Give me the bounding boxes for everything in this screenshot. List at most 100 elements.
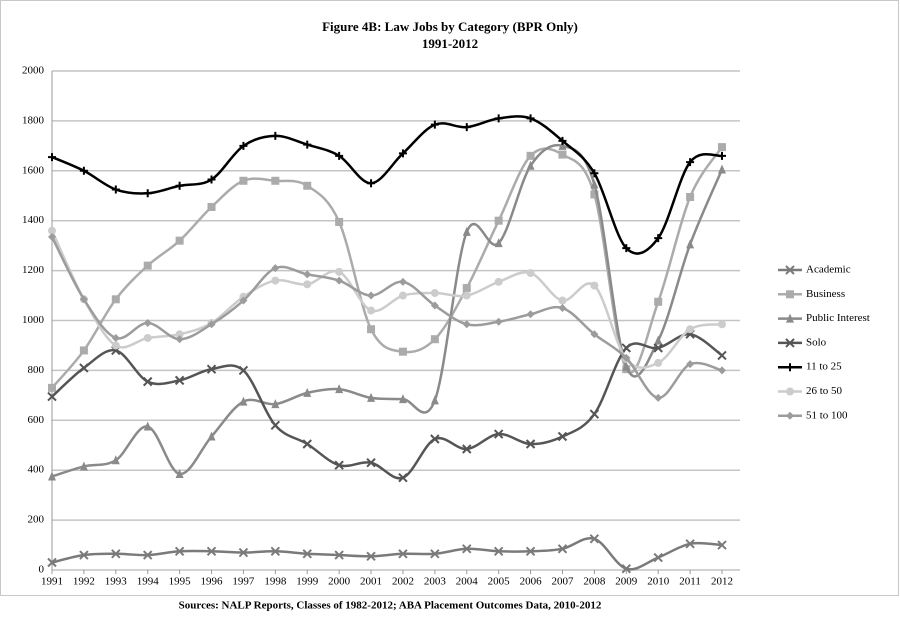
data-point <box>462 226 471 236</box>
data-point <box>366 458 376 468</box>
x-tick-label: 1998 <box>264 576 287 588</box>
data-point <box>525 546 536 556</box>
data-point <box>335 384 344 394</box>
legend-label: Public Interest <box>806 312 870 324</box>
series-line <box>51 332 723 480</box>
data-point <box>525 439 536 449</box>
data-point <box>494 277 503 286</box>
legend-marker <box>785 265 795 275</box>
data-point <box>303 181 312 190</box>
legend-marker <box>785 338 795 348</box>
data-point <box>398 291 407 300</box>
data-point <box>303 280 312 289</box>
data-point <box>79 461 88 471</box>
series-line <box>51 143 724 478</box>
data-point <box>717 540 727 550</box>
data-point <box>335 217 344 226</box>
data-point <box>238 365 249 376</box>
data-point <box>143 376 153 387</box>
data-point <box>334 460 344 470</box>
x-tick-label: 2010 <box>647 576 670 588</box>
data-point <box>398 394 407 404</box>
x-tick-label: 2006 <box>520 576 543 588</box>
data-point <box>686 360 695 369</box>
data-point <box>111 455 120 465</box>
legend-marker <box>786 313 794 323</box>
data-point <box>79 166 88 175</box>
data-point <box>175 468 184 478</box>
series-line <box>50 236 723 400</box>
data-point <box>111 185 120 194</box>
x-tick-label: 1995 <box>169 576 192 588</box>
data-point <box>430 335 439 344</box>
data-point <box>239 176 248 185</box>
y-tick-label: 400 <box>28 464 45 476</box>
data-point <box>174 375 185 386</box>
data-point <box>271 276 280 285</box>
data-point <box>494 317 503 326</box>
data-point <box>271 131 280 140</box>
data-point <box>589 409 600 419</box>
data-point <box>430 301 439 310</box>
data-point <box>207 431 216 441</box>
series-line <box>51 115 723 255</box>
data-point <box>79 295 88 304</box>
legend-label: Academic <box>806 264 851 276</box>
legend-label: 26 to 50 <box>806 385 843 397</box>
data-point <box>48 232 56 241</box>
data-point <box>654 234 663 243</box>
data-point <box>462 444 472 454</box>
data-point <box>271 176 280 185</box>
data-point <box>303 140 312 149</box>
x-tick-label: 2001 <box>360 576 382 588</box>
x-tick-label: 2012 <box>711 576 733 588</box>
data-point <box>48 383 56 392</box>
data-point <box>303 270 312 279</box>
data-point <box>367 306 376 315</box>
data-point <box>686 325 695 334</box>
x-tick-label: 2002 <box>392 576 414 588</box>
legend-label: Solo <box>806 336 827 348</box>
data-point <box>622 244 631 253</box>
data-point <box>175 236 184 245</box>
y-tick-label: 2000 <box>22 65 45 77</box>
data-point <box>493 546 504 556</box>
data-point <box>143 261 152 270</box>
data-point <box>175 330 184 339</box>
data-point <box>111 333 120 342</box>
data-point <box>558 150 567 159</box>
frame <box>0 0 899 596</box>
data-point <box>717 350 727 361</box>
data-point <box>494 238 503 248</box>
x-tick-label: 2004 <box>456 576 479 588</box>
data-point <box>111 549 121 559</box>
legend-label: 51 to 100 <box>806 409 848 421</box>
data-point <box>207 175 216 184</box>
data-point <box>367 325 376 334</box>
data-point <box>206 364 217 374</box>
legend-marker <box>786 290 794 299</box>
legend-marker <box>786 411 794 420</box>
data-point <box>430 120 439 129</box>
data-point <box>79 550 89 560</box>
y-tick-label: 200 <box>28 514 45 526</box>
data-point <box>526 151 535 160</box>
data-point <box>175 181 184 190</box>
data-point <box>557 544 568 554</box>
data-point <box>143 333 152 342</box>
y-tick-label: 1400 <box>22 214 45 226</box>
y-tick-label: 1800 <box>22 114 45 126</box>
data-point <box>718 164 726 174</box>
data-point <box>47 391 57 402</box>
data-point <box>239 396 248 406</box>
data-point <box>238 547 249 558</box>
data-point <box>654 358 663 367</box>
data-point <box>206 546 217 556</box>
data-point <box>271 399 280 409</box>
data-point <box>111 295 120 304</box>
x-tick-label: 2003 <box>424 576 447 588</box>
data-point <box>270 546 281 556</box>
data-point <box>622 353 631 362</box>
data-point <box>367 179 376 188</box>
